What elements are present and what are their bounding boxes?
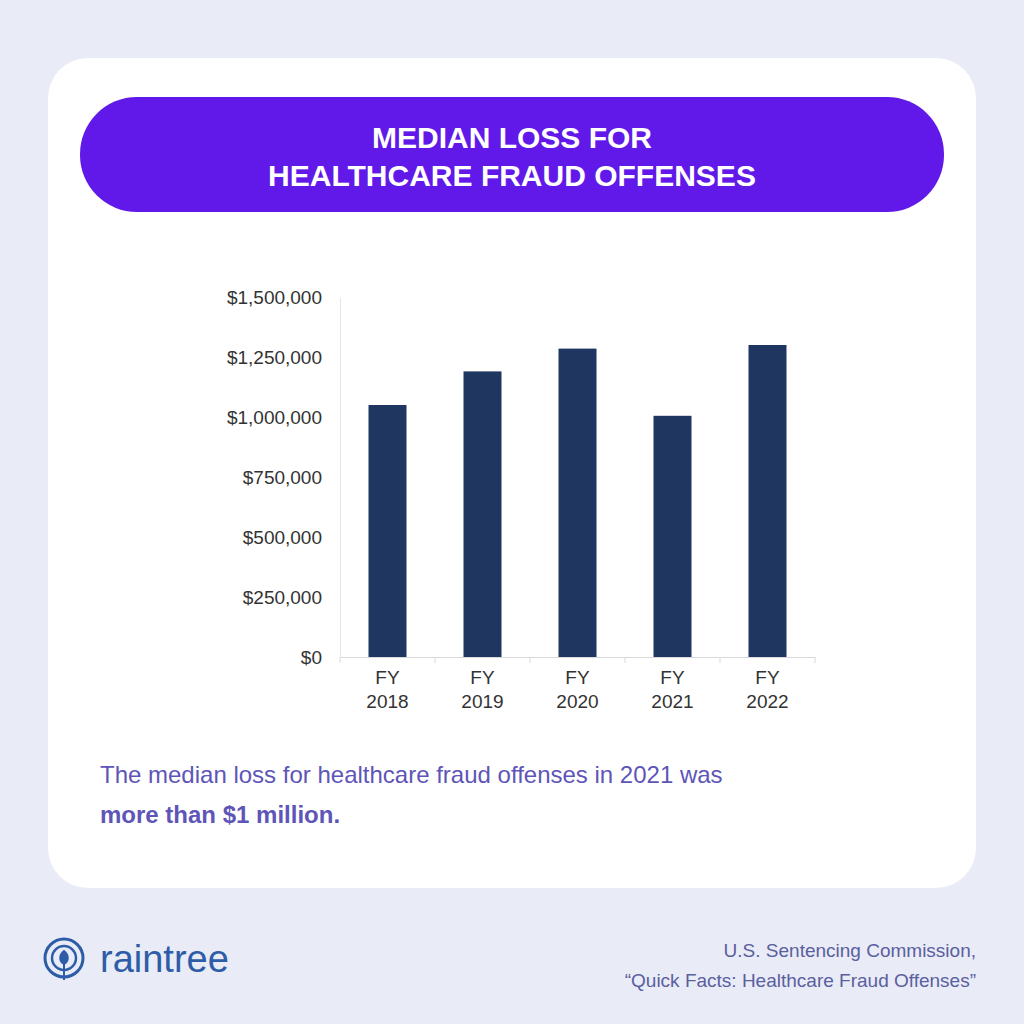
x-tick: FY 2018 (366, 657, 408, 712)
source: “Quick Facts: Healthcare Fraud Offenses” (625, 970, 976, 991)
x-axis: FY 2018 FY 2019 FY 2020 FY 2021 FY 2022 (341, 657, 816, 712)
background (0, 0, 1024, 1024)
x-axis-line (341, 657, 816, 658)
title: HEALTHCARE FRAUD OFFENSES (268, 159, 756, 192)
category-separator (815, 657, 816, 663)
x-tick-label-line: FY (565, 667, 590, 688)
x-tick-label-line: FY (660, 667, 685, 688)
category-separator (340, 657, 341, 663)
y-tick-label: $1,250,000 (227, 347, 322, 368)
x-tick: FY 2020 (556, 657, 598, 712)
canvas: MEDIAN LOSS FOR HEALTHCARE FRAUD OFFENSES… (0, 0, 1024, 1024)
y-tick: $1,000,000 (227, 407, 340, 428)
y-tick: $0 (301, 647, 340, 668)
title-banner (80, 97, 944, 212)
y-tick-label: $1,500,000 (227, 287, 322, 308)
logo-text: raintree (100, 938, 229, 980)
x-tick-label: FY 2020 (556, 667, 598, 712)
bar (654, 416, 692, 657)
y-tick-label: $500,000 (243, 527, 322, 548)
y-tick: $500,000 (243, 527, 340, 548)
category-separator (720, 657, 721, 663)
source: U.S. Sentencing Commission, (724, 940, 976, 961)
x-tick-label-line: FY (755, 667, 780, 688)
category-separator (625, 657, 626, 663)
x-tick-label-line: 2021 (651, 691, 693, 712)
y-tick: $250,000 (243, 587, 340, 608)
x-tick-label: FY 2019 (461, 667, 503, 712)
x-tick: FY 2021 (651, 657, 693, 712)
x-tick-label-line: 2018 (366, 691, 408, 712)
card (48, 58, 976, 888)
y-tick-label: $0 (301, 647, 322, 668)
y-tick-label: $750,000 (243, 467, 322, 488)
title: MEDIAN LOSS FOR (372, 121, 652, 154)
x-tick-label: FY 2021 (651, 667, 693, 712)
x-tick-label: FY 2018 (366, 667, 408, 712)
x-tick: FY 2019 (461, 657, 503, 712)
category-separator (530, 657, 531, 663)
bars (369, 345, 787, 657)
x-tick-label-line: FY (375, 667, 400, 688)
y-axis: $0 $250,000 $500,000 $750,000 $1,000,000 $1,2… (227, 287, 341, 668)
bar (369, 405, 407, 657)
bar (749, 345, 787, 657)
x-tick: FY 2022 (746, 657, 788, 712)
bar (464, 371, 502, 657)
caption: The median loss for healthcare fraud off… (100, 761, 723, 788)
logo-icon (45, 939, 83, 980)
bar (559, 349, 597, 657)
x-tick-label-line: FY (470, 667, 495, 688)
y-tick: $750,000 (243, 467, 340, 488)
logo-leaf (60, 951, 68, 980)
x-tick-label-line: 2019 (461, 691, 503, 712)
y-tick: $1,500,000 (227, 287, 340, 308)
y-tick: $1,250,000 (227, 347, 340, 368)
x-tick-label-line: 2020 (556, 691, 598, 712)
y-axis-line (340, 298, 341, 658)
x-tick-label: FY 2022 (746, 667, 788, 712)
y-tick-label: $1,000,000 (227, 407, 322, 428)
x-tick-label-line: 2022 (746, 691, 788, 712)
category-separator (435, 657, 436, 663)
y-tick-label: $250,000 (243, 587, 322, 608)
caption-emphasis: more than $1 million. (100, 801, 340, 828)
